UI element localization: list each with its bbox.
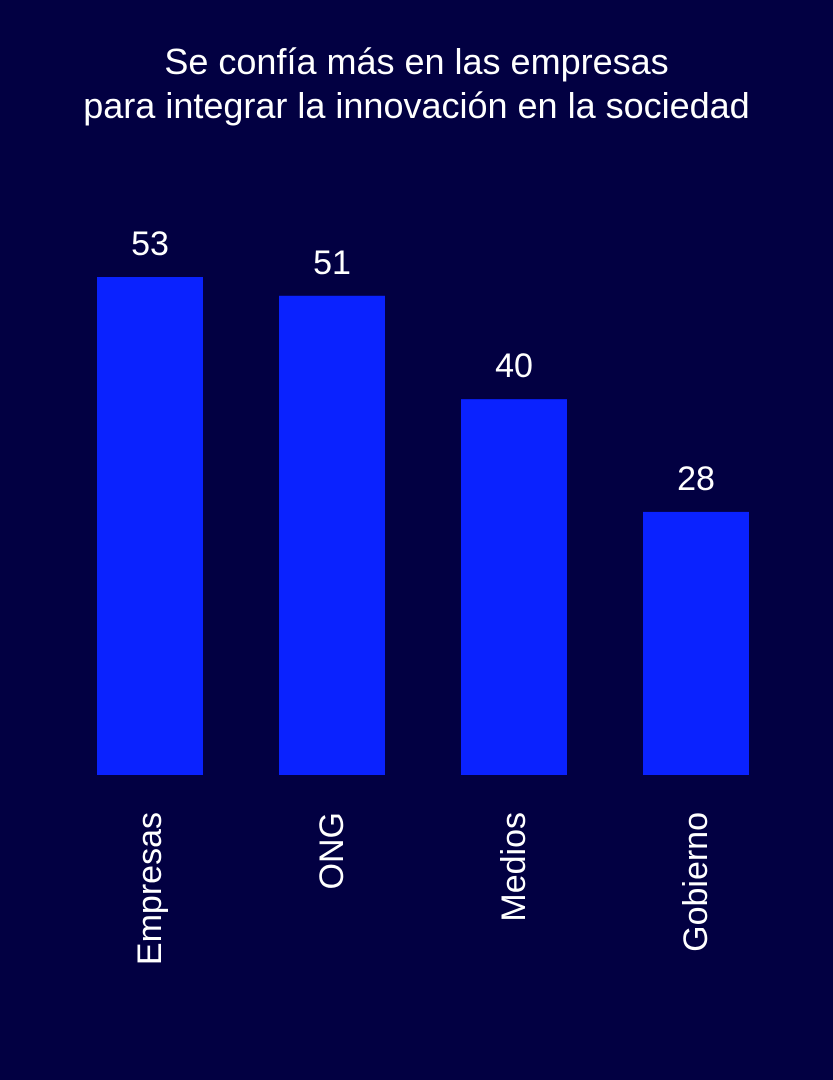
value-label-ong: 51: [313, 244, 351, 282]
category-label-gobierno: Gobierno: [677, 812, 715, 952]
category-label-medios: Medios: [495, 812, 533, 922]
bar-gobierno: [643, 511, 749, 775]
category-label-ong: ONG: [313, 812, 351, 889]
bars-group: [97, 277, 749, 775]
chart-title: Se confía más en las empresas para integ…: [0, 40, 833, 128]
bar-medios: [461, 399, 567, 775]
category-labels-group: Empresas ONG Medios Gobierno: [131, 812, 715, 965]
value-label-medios: 40: [495, 347, 533, 385]
category-label-empresas: Empresas: [131, 812, 169, 965]
bar-ong: [279, 295, 385, 775]
chart-title-line-1: Se confía más en las empresas: [164, 41, 669, 82]
value-label-gobierno: 28: [677, 460, 715, 498]
bar-empresas: [97, 277, 203, 775]
value-label-empresas: 53: [131, 225, 169, 263]
chart-title-line-2: para integrar la innovación en la socied…: [83, 85, 750, 126]
value-labels-group: 53 51 40 28: [131, 225, 715, 498]
